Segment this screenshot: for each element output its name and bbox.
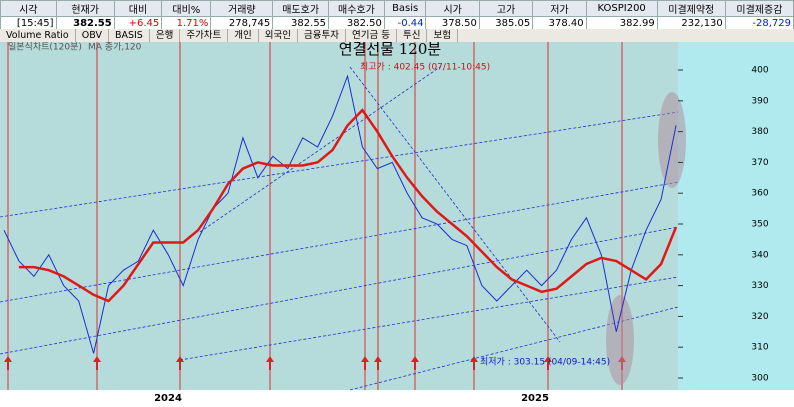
y-tick-label: 340 (751, 250, 768, 260)
x-axis (0, 390, 794, 407)
y-tick-label: 370 (751, 158, 768, 168)
tab[interactable]: 보험 (427, 29, 458, 42)
trend-line (179, 276, 679, 361)
header-cell: 고가 (478, 0, 534, 17)
y-tick-label: 300 (751, 373, 768, 383)
trend-line (0, 111, 679, 218)
y-tick-label: 320 (751, 312, 768, 322)
tab-bar: Volume Ratio OBV BASIS 은행 주가차트 개인 외국인 금융투자 연기금 등… (0, 29, 794, 43)
header-cell: Basis (383, 0, 427, 17)
y-tick-label: 390 (751, 96, 768, 106)
header-cell: 거래량 (210, 0, 274, 17)
series-line (18, 108, 678, 303)
x-tick-label: 2024 (154, 393, 182, 404)
legend: 일본식차트(120분) (8, 42, 82, 53)
header-cell: 현재가 (55, 0, 115, 17)
plot-area (0, 42, 678, 390)
arrow (544, 356, 552, 370)
tab[interactable]: 연기금 등 (346, 29, 397, 42)
trend-line (349, 66, 561, 343)
value-cell: 378.40 (532, 16, 587, 31)
arrow (374, 356, 382, 370)
highlight (606, 295, 634, 385)
y-tick-label: 380 (751, 127, 768, 137)
trend-line (199, 66, 441, 233)
arrow (4, 356, 12, 370)
header-cell: 매도호가 (272, 0, 330, 17)
y-tick-label: 310 (751, 343, 768, 353)
tab[interactable]: 개인 (228, 29, 259, 42)
tab[interactable]: 은행 (150, 29, 181, 42)
y-tick-label: 330 (751, 281, 768, 291)
axis-area (678, 42, 794, 390)
header-cell: 대비% (161, 0, 212, 17)
header-cell: 매수호가 (328, 0, 385, 17)
y-tick-label: 350 (751, 220, 768, 230)
tab[interactable]: Volume Ratio (0, 29, 76, 42)
series-line (3, 74, 677, 354)
chart: 연결선물 120분 일본식차트(120분) MA 종가,120 최고가 : 40… (0, 42, 794, 407)
header-cell: 시가 (425, 0, 480, 17)
header-cell: 시각 (0, 0, 57, 17)
chart-title: 연결선물 120분 (339, 42, 442, 58)
tab[interactable]: 금융투자 (298, 29, 346, 42)
tab[interactable]: 외국인 (259, 29, 299, 42)
header-cell: 대비 (113, 0, 163, 17)
arrow (411, 356, 419, 370)
header-cell: 저가 (532, 0, 587, 17)
quote-table: 시각 현재가 대비 대비% 거래량 매도호가 매수호가 Basis 시가 고가 저가 KOSPI200… (0, 0, 794, 31)
tab[interactable]: 주가차트 (180, 29, 229, 42)
tab[interactable]: BASIS (109, 29, 150, 42)
x-tick-label: 2025 (521, 393, 549, 404)
header-cell: KOSPI200 (585, 0, 658, 17)
tab[interactable]: OBV (76, 29, 109, 42)
tab[interactable]: 투신 (397, 29, 428, 42)
legend: MA 종가,120 (88, 42, 142, 53)
annotation: 최고가 : 402.45 (07/11-10:45) (360, 62, 490, 73)
arrow (266, 356, 274, 370)
annotation: 최저가 : 303.15 (04/09-14:45) (480, 357, 610, 368)
y-tick-label: 360 (751, 189, 768, 199)
header-cell: 미결제약정 (656, 0, 726, 17)
arrow (361, 356, 369, 370)
highlight (658, 92, 686, 188)
y-tick-label: 400 (751, 66, 768, 76)
header-cell: 미결제증감 (724, 0, 794, 17)
arrow (93, 356, 101, 370)
